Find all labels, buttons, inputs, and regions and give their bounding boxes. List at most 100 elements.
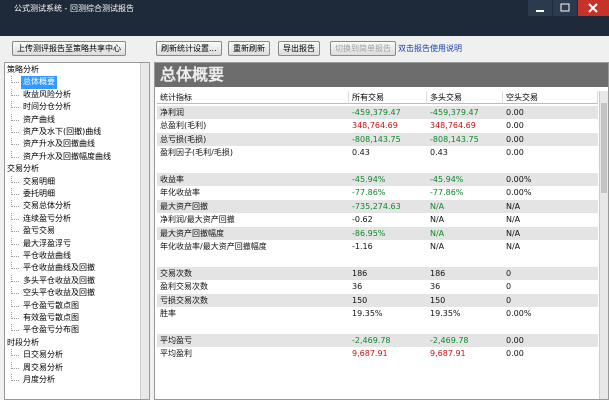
table-cell: 9,687.91 bbox=[352, 349, 388, 359]
tree-item[interactable]: 空头平仓收益及回撤 bbox=[23, 288, 95, 298]
table-cell: -808,143.75 bbox=[430, 134, 479, 144]
table-row: 交易次数 186 186 0 bbox=[157, 266, 598, 281]
table-cell: 0.43 bbox=[430, 148, 448, 158]
table-cell: -2,469.78 bbox=[352, 335, 391, 345]
table-cell: N/A bbox=[506, 201, 521, 211]
tree-item[interactable]: 平仓收益曲线 bbox=[23, 251, 71, 260]
table-cell: 36 bbox=[430, 282, 441, 292]
table-cell: 净利润/最大资产回撤 bbox=[160, 215, 235, 225]
column-header[interactable]: 所有交易 bbox=[349, 91, 427, 105]
tree-item[interactable]: 交易总体分析 bbox=[23, 201, 71, 211]
toolbar-button[interactable]: 重新刷新 bbox=[228, 41, 270, 56]
tree-section[interactable]: 时段分析 bbox=[7, 337, 39, 347]
tree-item[interactable]: 日交易分析 bbox=[23, 350, 63, 360]
tree-connector bbox=[11, 225, 19, 233]
tree-item[interactable]: 周交易分析 bbox=[23, 362, 63, 372]
table-scrollbar[interactable] bbox=[599, 91, 608, 399]
table-row: 年化收益率 -77.86% -77.86% 0.00% bbox=[157, 186, 598, 200]
tree-item[interactable]: 委托明细 bbox=[23, 189, 55, 198]
panel-title: 总体概要 bbox=[155, 63, 608, 87]
tree-connector bbox=[11, 312, 19, 319]
tree-item[interactable]: 资产升水及回撤幅度曲线 bbox=[23, 151, 111, 161]
column-header[interactable]: 统计指标 bbox=[157, 91, 349, 105]
column-header[interactable]: 空头交易 bbox=[503, 91, 598, 105]
table-cell: 净利润 bbox=[160, 108, 184, 117]
table-cell: -77.86% bbox=[352, 188, 386, 198]
table-cell: 0.00 bbox=[506, 121, 524, 131]
tree-connector bbox=[11, 126, 19, 133]
window-controls[interactable] bbox=[528, 0, 609, 18]
table-cell: 348,764.69 bbox=[430, 121, 476, 131]
tree-item[interactable]: 连续盈亏分析 bbox=[23, 213, 71, 223]
table-row: 平均盈利 9,687.91 9,687.91 0.00 bbox=[157, 347, 598, 361]
table-row: 年化收益率/最大资产回撤幅度 -1.16 N/A N/A bbox=[157, 240, 598, 254]
tree-item[interactable]: 平仓收益曲线及回撤 bbox=[23, 263, 95, 273]
table-cell: 0.00% bbox=[506, 309, 532, 318]
toolbar-button[interactable]: 刷新统计设置... bbox=[156, 41, 222, 56]
table-cell: 0.00 bbox=[506, 108, 524, 117]
tree-connector bbox=[11, 101, 19, 109]
table-cell: 交易次数 bbox=[160, 268, 192, 278]
tree-item[interactable]: 资产升水及回撤曲线 bbox=[23, 139, 95, 149]
title-bar: 公式测试系统 - 回测综合测试报告 bbox=[0, 0, 609, 36]
table-cell: 150 bbox=[430, 295, 446, 305]
tree-item[interactable]: 平仓盈亏散点图 bbox=[23, 300, 79, 310]
tree-item[interactable]: 时间分仓分析 bbox=[23, 102, 71, 112]
table-cell: N/A bbox=[506, 215, 521, 225]
tree-item[interactable]: 有效盈亏散点图 bbox=[23, 313, 79, 322]
toolbar-button[interactable]: 导出报告 bbox=[278, 41, 320, 56]
scroll-thumb[interactable] bbox=[601, 103, 607, 193]
column-header[interactable]: 多头交易 bbox=[427, 91, 503, 105]
table-cell: 平均盈利 bbox=[160, 349, 192, 359]
table-cell: -2,469.78 bbox=[430, 335, 469, 345]
table-cell: -808,143.75 bbox=[352, 134, 401, 144]
tree-scrollbar[interactable] bbox=[140, 63, 149, 399]
tree-connector bbox=[11, 262, 19, 270]
tree-connector bbox=[11, 299, 19, 307]
tree-item[interactable]: 多头平仓收益及回撤 bbox=[23, 275, 95, 285]
tree-item[interactable]: 平仓盈亏分布图 bbox=[23, 325, 79, 335]
table-cell: 总盈利(毛利) bbox=[160, 121, 207, 131]
table-cell: 0 bbox=[506, 282, 512, 292]
tree-item[interactable]: 交易明细 bbox=[23, 176, 55, 186]
nav-tree: 策略分析总体概要 收益风险分析 时间分仓分析 资产曲线资产及水下(回撤)曲线 资产升水及… bbox=[4, 62, 150, 400]
table-row: 收益率 -45.94% -45.94% 0.00% bbox=[157, 173, 598, 187]
toolbar-button[interactable]: 上传测评报告至策略共享中心 bbox=[12, 41, 126, 56]
table-cell: -86.95% bbox=[352, 228, 386, 238]
table-cell: 最大资产回撤 bbox=[160, 201, 208, 211]
tree-section[interactable]: 交易分析 bbox=[7, 164, 39, 174]
table-cell: 年化收益率/最大资产回撤幅度 bbox=[160, 242, 267, 251]
table-cell: 0.00 bbox=[506, 349, 524, 359]
tree-item[interactable]: 月度分析 bbox=[23, 375, 55, 384]
report-panel: 总体概要 统计指标 所有交易 多头交易 空头交易 净利润 -459,379.47 -459,… bbox=[154, 62, 609, 400]
table-cell: 亏损交易次数 bbox=[160, 295, 208, 305]
table-row: 盈利因子(毛利/毛损) 0.43 0.43 0.00 bbox=[157, 146, 598, 160]
tree-item[interactable]: 最大浮盈浮亏 bbox=[23, 238, 71, 248]
tree-item[interactable]: 收益风险分析 bbox=[23, 89, 71, 99]
tree-connector bbox=[11, 138, 19, 146]
table-cell: -735,274.63 bbox=[352, 201, 401, 211]
table-row: 净利润/最大资产回撤 -0.62 N/A N/A bbox=[157, 213, 598, 227]
tree-item[interactable]: 资产曲线 bbox=[23, 114, 55, 124]
table-cell: 19.35% bbox=[430, 309, 461, 318]
tree-connector bbox=[11, 361, 19, 369]
tree-item[interactable]: 总体概要 bbox=[21, 76, 57, 89]
table-cell: N/A bbox=[430, 228, 445, 238]
table-cell: -459,379.47 bbox=[430, 108, 479, 117]
tree-item[interactable]: 资产及水下(回撤)曲线 bbox=[23, 127, 102, 136]
help-link[interactable]: 双击报告使用说明 bbox=[398, 44, 462, 53]
table-row: 总盈利(毛利) 348,764.69 348,764.69 0.00 bbox=[157, 119, 598, 133]
tree-connector bbox=[11, 150, 19, 158]
table-cell: 收益率 bbox=[160, 175, 184, 184]
table-cell: 150 bbox=[352, 295, 368, 305]
tree-connector bbox=[11, 200, 19, 208]
table-cell: N/A bbox=[506, 228, 521, 238]
table-cell: N/A bbox=[430, 201, 445, 211]
table-cell: N/A bbox=[430, 242, 445, 251]
table-cell: -0.62 bbox=[352, 215, 373, 225]
table-cell: 0 bbox=[506, 295, 512, 305]
tree-item[interactable]: 盈亏交易 bbox=[23, 226, 55, 236]
table-cell: -45.94% bbox=[352, 175, 386, 184]
tree-connector bbox=[11, 250, 19, 257]
tree-section[interactable]: 策略分析 bbox=[7, 65, 39, 74]
